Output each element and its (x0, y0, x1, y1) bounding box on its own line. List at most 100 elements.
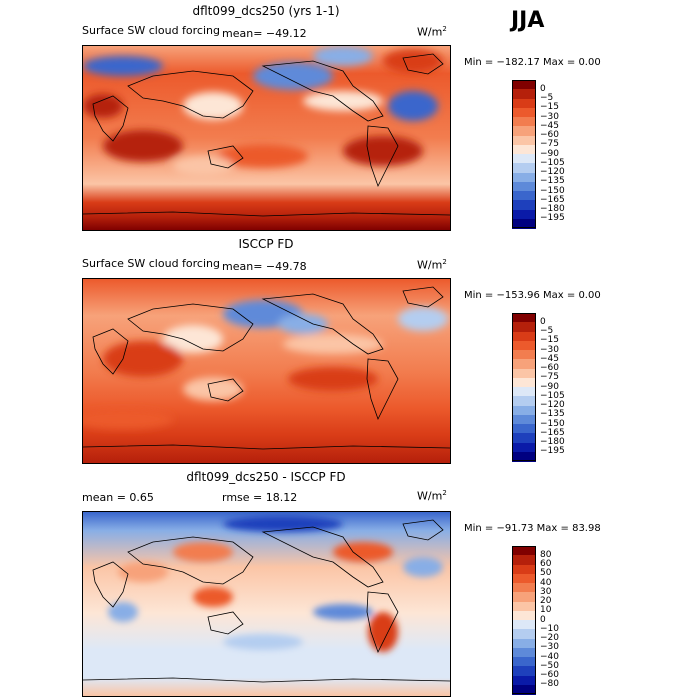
colorbar-swatch (512, 368, 536, 379)
colorbar-tick-label: −195 (540, 213, 565, 224)
colorbar-swatch (512, 331, 536, 342)
colorbar-swatch (512, 313, 536, 323)
panel-3-colorbar: 80 60 50 40 30 20 10 0 −10 −20 −30 −40 −50 −60 −80 (512, 546, 559, 695)
colorbar-tick-label: −30 (540, 111, 559, 122)
colorbar-tick-label: −120 (540, 400, 565, 410)
colorbar-swatch (512, 340, 536, 351)
panel-1-map (82, 45, 451, 231)
colorbar-tick-label: −60 (540, 670, 559, 680)
panel-1-mean: mean= −49.12 (222, 27, 307, 40)
colorbar-swatch (512, 564, 536, 575)
colorbar-swatch (512, 387, 536, 397)
colorbar-swatch (512, 414, 536, 425)
colorbar-tick-label: 60 (540, 559, 552, 569)
colorbar-swatch (512, 610, 536, 621)
colorbar-swatch (512, 191, 536, 201)
panel-2-units: W/m2 (417, 258, 447, 272)
panel-3-min-max: Min = −91.73 Max = 83.98 (464, 523, 601, 534)
colorbar-tick-label: −60 (540, 130, 559, 140)
colorbar-swatch (512, 629, 536, 639)
colorbar-swatch (512, 98, 536, 109)
colorbar-swatch (512, 89, 536, 99)
colorbar-swatch (512, 154, 536, 164)
panel-1-units: W/m2 (417, 25, 447, 39)
colorbar-swatch (512, 209, 536, 220)
colorbar-tick-label: −20 (540, 633, 559, 643)
colorbar-tick-label: −10 (540, 623, 559, 634)
colorbar-tick-label: 20 (540, 596, 552, 606)
panel-1-variable-name: Surface SW cloud forcing (82, 24, 220, 37)
colorbar-tick-label: −120 (540, 167, 565, 177)
colorbar-swatch (512, 135, 536, 146)
panel-2-min-max: Min = −153.96 Max = 0.00 (464, 290, 601, 301)
panel-3-units: W/m2 (417, 489, 447, 503)
colorbar-tick-label: −30 (540, 344, 559, 355)
colorbar-swatch (512, 200, 536, 210)
colorbar-swatch (512, 405, 536, 416)
colorbar-swatch (512, 657, 536, 667)
colorbar-swatch (512, 424, 536, 434)
colorbar-tick-label: −195 (540, 446, 565, 457)
colorbar-swatch (512, 583, 536, 593)
colorbar-swatch (512, 666, 536, 676)
panel-2-map (82, 278, 451, 464)
colorbar-swatch (512, 601, 536, 612)
colorbar-swatch (512, 322, 536, 332)
colorbar-tick-label: −5 (540, 93, 554, 103)
colorbar-tick-label: −135 (540, 409, 565, 420)
colorbar-swatch (512, 675, 536, 686)
colorbar-tick-label: 0 (540, 83, 546, 94)
colorbar-tick-label: −30 (540, 642, 559, 653)
panel-3-map-svg (83, 512, 450, 696)
colorbar-swatch (512, 144, 536, 155)
panel-2-map-svg (83, 279, 450, 463)
colorbar-tick-label: −150 (540, 185, 565, 196)
panel-3-map (82, 511, 451, 697)
panel-2-colorbar: 0 −5 −15 −30 −45 −60 −75 −90 −105 −120 −135 −150 −16… (512, 313, 565, 462)
colorbar-tick-label: −15 (540, 102, 559, 113)
colorbar-swatch (512, 359, 536, 369)
panel-3-rmse: rmse = 18.12 (222, 491, 298, 504)
colorbar-tick-label: 30 (540, 586, 552, 597)
panel-3-mean: mean = 0.65 (82, 491, 154, 504)
colorbar-tick-label: −165 (540, 427, 565, 438)
colorbar-tick-label: 10 (540, 605, 552, 616)
colorbar-tick-label: −90 (540, 148, 559, 159)
colorbar-swatch (512, 442, 536, 453)
colorbar-tick-label: 80 (540, 549, 552, 560)
colorbar-swatch (512, 117, 536, 127)
colorbar-tick-label: 0 (540, 614, 546, 625)
colorbar-tick-label: 50 (540, 568, 552, 579)
colorbar-tick-label: −15 (540, 335, 559, 346)
panel-2-mean: mean= −49.78 (222, 260, 307, 273)
colorbar-swatch (512, 350, 536, 360)
colorbar-tick-label: −50 (540, 660, 559, 671)
colorbar-tick-label: −5 (540, 326, 554, 336)
colorbar-swatch (512, 638, 536, 649)
colorbar-swatch (512, 163, 536, 173)
colorbar-tick-label: −165 (540, 194, 565, 205)
colorbar-tick-label: −45 (540, 353, 559, 364)
colorbar-swatch (512, 126, 536, 136)
colorbar-swatch (512, 396, 536, 406)
panel-1-map-svg (83, 46, 450, 230)
colorbar-tick-label: −60 (540, 363, 559, 373)
colorbar-swatch (512, 172, 536, 183)
colorbar-tick-label: −180 (540, 437, 565, 447)
colorbar-tick-label: −80 (540, 679, 559, 690)
colorbar-tick-label: −105 (540, 390, 565, 401)
colorbar-swatch (512, 107, 536, 118)
colorbar-tick-label: −40 (540, 651, 559, 662)
season-label: JJA (511, 8, 545, 33)
colorbar-tick-label: −135 (540, 176, 565, 187)
panel-1-colorbar: 0 −5 −15 −30 −45 −60 −75 −90 −105 −120 −135 −150 −16… (512, 80, 565, 229)
colorbar-swatch (512, 546, 536, 556)
colorbar-swatch (512, 218, 536, 229)
colorbar-tick-label: 0 (540, 316, 546, 327)
panel-3-title: dflt099_dcs250 - ISCCP FD (186, 470, 346, 484)
colorbar-tick-label: −150 (540, 418, 565, 429)
colorbar-swatch (512, 181, 536, 192)
colorbar-swatch (512, 433, 536, 443)
colorbar-swatch (512, 647, 536, 658)
colorbar-tick-label: −75 (540, 372, 559, 383)
